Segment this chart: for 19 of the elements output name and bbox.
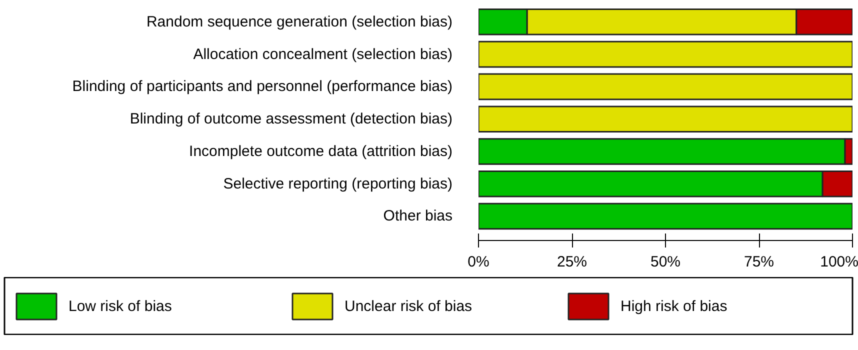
- y-tick-label: Blinding of participants and personnel (performance bias): [72, 78, 453, 96]
- y-tick-label: Selective reporting (reporting bias): [223, 175, 453, 192]
- bar: [478, 73, 852, 100]
- y-tick-label: Allocation concealment (selection bias): [193, 46, 453, 63]
- x-tick-label: 75%: [744, 254, 774, 270]
- legend-label: Unclear risk of bias: [344, 298, 472, 315]
- bar: [478, 202, 852, 230]
- y-tick-label: Incomplete outcome data (attrition bias): [189, 142, 453, 160]
- y-tick-label: Random sequence generation (selection bias): [146, 13, 453, 30]
- legend-label: High risk of bias: [620, 298, 728, 315]
- y-tick-label: Other bias: [383, 208, 453, 225]
- x-tick-label: 100%: [820, 254, 858, 270]
- bar: [478, 106, 852, 132]
- x-tick-label: 50%: [650, 254, 681, 270]
- y-tick-label: Blinding of outcome assessment (detection bias): [130, 110, 453, 128]
- x-tick-label: 25%: [556, 254, 588, 270]
- bar: [478, 40, 852, 68]
- x-tick-label: 0%: [468, 254, 490, 270]
- legend-label: Low risk of bias: [68, 298, 172, 315]
